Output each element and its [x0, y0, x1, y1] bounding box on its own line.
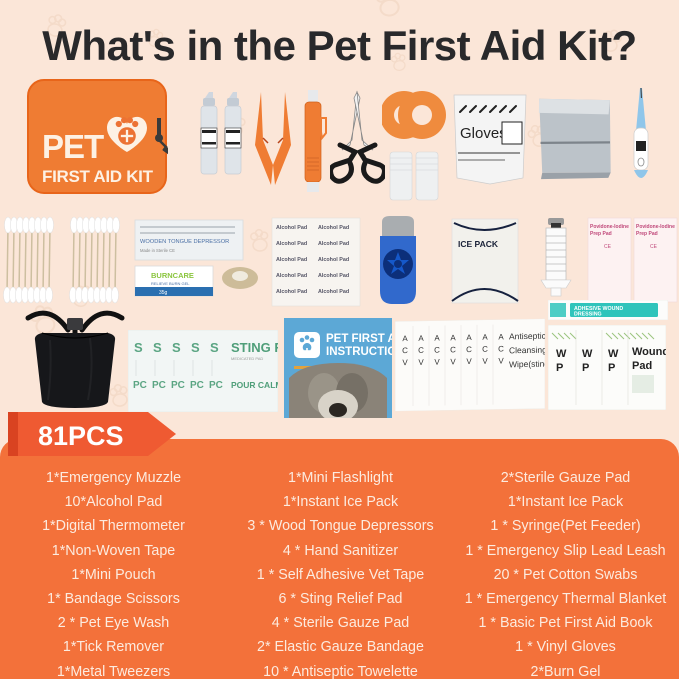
svg-text:INSTRUCTIONS: INSTRUCTIONS	[326, 346, 392, 358]
svg-text:C: C	[466, 345, 472, 354]
svg-text:P: P	[582, 362, 589, 374]
svg-text:RELIEVE BURN GEL: RELIEVE BURN GEL	[151, 281, 190, 286]
svg-text:Pad: Pad	[632, 360, 652, 372]
svg-text:W: W	[556, 348, 567, 360]
svg-text:Alcohol Pad: Alcohol Pad	[318, 289, 349, 295]
svg-text:S: S	[172, 340, 181, 355]
svg-text:C: C	[402, 346, 408, 355]
svg-text:Cleansing: Cleansing	[509, 345, 545, 356]
svg-text:PC: PC	[171, 380, 185, 391]
svg-text:P: P	[556, 362, 563, 374]
svg-text:A: A	[466, 333, 472, 342]
svg-text:V: V	[466, 357, 472, 366]
svg-text:A: A	[418, 334, 424, 343]
svg-text:PC: PC	[190, 380, 204, 391]
svg-text:A: A	[482, 333, 488, 342]
svg-text:W: W	[582, 348, 593, 360]
svg-text:S: S	[153, 340, 162, 355]
svg-text:S: S	[210, 340, 219, 355]
svg-text:Alcohol Pad: Alcohol Pad	[276, 257, 307, 263]
svg-text:Antiseptic: Antiseptic	[509, 331, 545, 342]
svg-text:A: A	[434, 334, 440, 343]
svg-text:PET FIRST AID: PET FIRST AID	[326, 333, 392, 345]
svg-text:V: V	[482, 357, 488, 366]
svg-text:Povidone-Iodine: Povidone-Iodine	[636, 224, 675, 230]
svg-text:Gloves: Gloves	[460, 125, 507, 142]
svg-text:PC: PC	[209, 380, 223, 391]
svg-text:MEDICATED PAD: MEDICATED PAD	[231, 356, 263, 361]
svg-text:C: C	[434, 346, 440, 355]
svg-text:PET: PET	[42, 128, 104, 165]
svg-text:V: V	[402, 358, 408, 367]
svg-text:POUR CALMER LES PIQURES: POUR CALMER LES PIQURES	[231, 380, 278, 390]
svg-text:Made in Sterile CE: Made in Sterile CE	[140, 248, 175, 253]
svg-text:S: S	[191, 340, 200, 355]
svg-text:Prep Pad: Prep Pad	[636, 231, 658, 237]
svg-text:V: V	[498, 356, 504, 365]
svg-text:V: V	[434, 358, 440, 367]
svg-text:35g: 35g	[159, 290, 168, 296]
svg-text:PC: PC	[133, 380, 147, 391]
svg-text:W: W	[608, 348, 619, 360]
svg-text:V: V	[418, 358, 424, 367]
svg-text:DRESSING: DRESSING	[574, 312, 602, 318]
svg-text:C: C	[418, 346, 424, 355]
svg-text:PC: PC	[152, 380, 166, 391]
svg-text:C: C	[482, 345, 488, 354]
svg-text:C: C	[450, 345, 456, 354]
svg-text:S: S	[134, 340, 143, 355]
svg-text:Prep Pad: Prep Pad	[590, 231, 612, 237]
svg-text:Alcohol Pad: Alcohol Pad	[276, 241, 307, 247]
svg-text:FIRST AID KIT: FIRST AID KIT	[42, 167, 154, 186]
svg-text:BURNCARE: BURNCARE	[151, 271, 194, 280]
svg-text:A: A	[498, 332, 504, 341]
svg-text:Alcohol Pad: Alcohol Pad	[318, 273, 349, 279]
svg-text:CE: CE	[650, 244, 658, 250]
svg-text:CE: CE	[604, 244, 612, 250]
svg-text:A: A	[450, 333, 456, 342]
svg-text:V: V	[450, 357, 456, 366]
svg-text:ICE PACK: ICE PACK	[458, 239, 499, 249]
svg-text:C: C	[498, 344, 504, 353]
svg-text:Alcohol Pad: Alcohol Pad	[276, 225, 307, 231]
svg-text:Alcohol Pad: Alcohol Pad	[318, 257, 349, 263]
svg-text:P: P	[608, 362, 615, 374]
svg-text:Alcohol Pad: Alcohol Pad	[276, 273, 307, 279]
svg-text:STING RELIEF: STING RELIEF	[231, 340, 278, 355]
svg-text:Povidone-Iodine: Povidone-Iodine	[590, 224, 629, 230]
svg-text:Wound: Wound	[632, 346, 666, 358]
svg-text:WOODEN TONGUE DEPRESSOR: WOODEN TONGUE DEPRESSOR	[140, 239, 229, 245]
svg-text:Alcohol Pad: Alcohol Pad	[318, 241, 349, 247]
svg-text:Alcohol Pad: Alcohol Pad	[276, 289, 307, 295]
svg-text:Wipe(sting free): Wipe(sting free)	[509, 358, 545, 369]
svg-text:Alcohol Pad: Alcohol Pad	[318, 225, 349, 231]
svg-text:A: A	[402, 334, 408, 343]
